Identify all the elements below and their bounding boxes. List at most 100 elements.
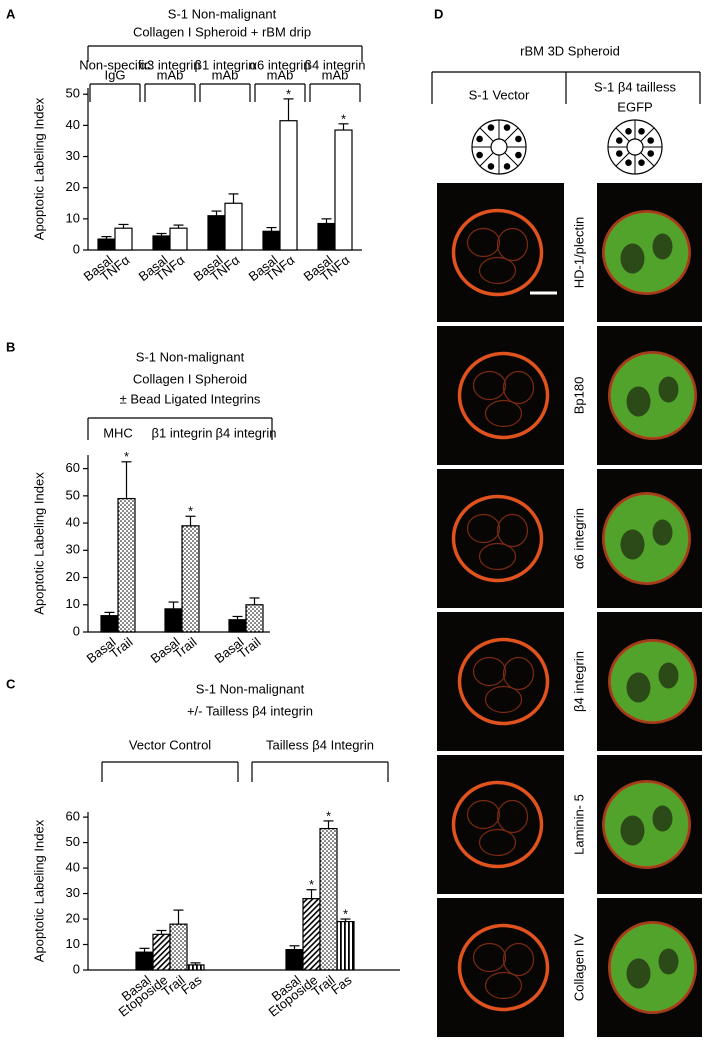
y-tick-label: 20 xyxy=(66,179,80,194)
y-tick-label: 60 xyxy=(66,809,80,824)
nucleus xyxy=(626,386,651,417)
inner-cell xyxy=(478,256,517,285)
bar xyxy=(152,933,171,971)
y-tick-label: 0 xyxy=(73,241,80,256)
y-tick-label: 0 xyxy=(73,961,80,976)
bar xyxy=(181,525,200,633)
bar xyxy=(100,615,119,633)
schematic-nucleus xyxy=(638,159,645,167)
inner-cell xyxy=(496,227,529,262)
inner-cell xyxy=(472,656,507,687)
bar xyxy=(334,129,353,251)
inner-cell xyxy=(466,513,501,544)
row-label: α6 integrin xyxy=(571,508,586,569)
green-signal xyxy=(610,923,695,1012)
significance-mark: * xyxy=(188,504,193,519)
inner-cell xyxy=(502,942,535,977)
schematic-nucleus xyxy=(515,135,522,143)
schematic-nucleus xyxy=(647,137,655,144)
row-label: Collagen IV xyxy=(571,934,586,1002)
schematic-nucleus xyxy=(625,127,632,135)
schematic-nucleus xyxy=(487,163,495,170)
y-axis-label: Apoptotic Labeling Index xyxy=(31,472,46,615)
significance-mark: * xyxy=(326,808,331,823)
panel-letter: D xyxy=(434,6,443,21)
schematic xyxy=(626,138,644,156)
group-label: β4 integrin xyxy=(305,57,366,72)
schematic-nucleus xyxy=(647,150,655,157)
schematic-nucleus xyxy=(487,124,495,131)
y-tick-label: 10 xyxy=(66,596,80,611)
group-label: β1 integrin xyxy=(195,57,256,72)
group-label: mAb xyxy=(212,67,239,82)
red-rim xyxy=(602,492,691,585)
y-axis-label: Apoptotic Labeling Index xyxy=(31,97,46,240)
column-label: S-1 Vector xyxy=(469,87,530,102)
bar xyxy=(169,923,188,971)
group-label: Tailless β4 Integrin xyxy=(266,737,374,752)
nucleus xyxy=(652,805,673,832)
x-tick-label: Fas xyxy=(178,972,205,997)
bar xyxy=(207,215,226,251)
y-tick-label: 60 xyxy=(66,460,80,475)
micrograph xyxy=(437,469,564,608)
y-tick-label: 40 xyxy=(66,860,80,875)
chart-title: S-1 Non-malignant xyxy=(168,6,277,21)
bar xyxy=(97,238,116,251)
inner-cell xyxy=(502,370,535,405)
y-tick-label: 0 xyxy=(73,623,80,638)
red-rim xyxy=(451,208,544,297)
y-tick-label: 30 xyxy=(66,542,80,557)
schematic xyxy=(615,152,630,167)
group-label: β4 integrin xyxy=(216,425,277,440)
inner-cell xyxy=(466,227,501,258)
significance-mark: * xyxy=(309,877,314,892)
panel-letter: B xyxy=(6,339,15,354)
column-label: EGFP xyxy=(617,99,652,114)
x-tick-label: Fas xyxy=(328,972,355,997)
schematic xyxy=(640,152,655,167)
schematic-nucleus xyxy=(515,151,522,159)
schematic-nucleus xyxy=(503,124,511,131)
schematic xyxy=(490,138,508,156)
group-label: mAb xyxy=(267,67,294,82)
bar xyxy=(228,619,247,633)
inner-cell xyxy=(484,971,523,1000)
bar xyxy=(302,898,321,971)
column-label: S-1 β4 tailless xyxy=(594,79,676,94)
bar xyxy=(245,604,264,633)
red-rim xyxy=(451,494,544,583)
red-rim xyxy=(608,639,697,724)
bar xyxy=(135,951,154,971)
bar xyxy=(164,608,183,633)
red-rim xyxy=(602,780,691,869)
row-label: Bp180 xyxy=(571,377,586,415)
bar xyxy=(262,230,281,251)
nucleus xyxy=(620,815,645,846)
schematic-nucleus xyxy=(476,151,483,159)
red-rim xyxy=(602,210,691,295)
green-signal xyxy=(604,782,689,867)
red-rim xyxy=(608,351,697,440)
group-label: IgG xyxy=(105,67,126,82)
inner-cell xyxy=(466,799,501,830)
red-rim xyxy=(457,637,550,726)
schematic-nucleus xyxy=(476,135,483,143)
y-tick-label: 20 xyxy=(66,910,80,925)
chart-title: S-1 Non-malignant xyxy=(196,681,305,696)
chart-title: S-1 Non-malignant xyxy=(136,349,245,364)
inner-cell xyxy=(484,685,523,714)
bar xyxy=(319,827,338,971)
inner-cell xyxy=(478,828,517,857)
significance-mark: * xyxy=(124,449,129,464)
schematic xyxy=(504,127,519,142)
row-label: Laminin- 5 xyxy=(571,794,586,855)
group-label: Vector Control xyxy=(129,737,211,752)
schematic-nucleus xyxy=(615,137,623,144)
schematic-nucleus xyxy=(615,150,623,157)
inner-cell xyxy=(496,513,529,548)
bar xyxy=(279,120,298,251)
schematic-nucleus xyxy=(503,163,511,170)
nucleus xyxy=(652,233,673,260)
